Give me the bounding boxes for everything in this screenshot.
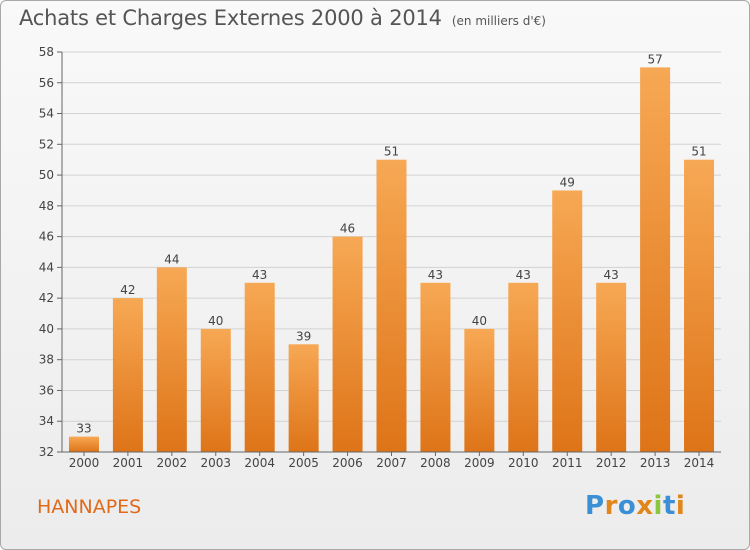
data-label: 43	[516, 268, 531, 282]
x-tick-label: 2004	[244, 456, 275, 470]
y-tick-label: 38	[39, 353, 54, 367]
y-tick-label: 42	[39, 291, 54, 305]
x-tick-label: 2003	[200, 456, 231, 470]
data-label: 51	[691, 145, 706, 159]
bar	[596, 282, 627, 452]
y-tick-label: 50	[39, 168, 54, 182]
x-tick-label: 2002	[157, 456, 188, 470]
x-tick-label: 2009	[464, 456, 495, 470]
y-tick-label: 56	[39, 76, 54, 90]
y-tick-label: 44	[39, 260, 54, 274]
bar	[420, 282, 451, 452]
x-tick-label: 2011	[552, 456, 583, 470]
y-tick-label: 32	[39, 445, 54, 459]
brand-letter: o	[617, 491, 637, 521]
x-tick-label: 2012	[596, 456, 627, 470]
proxiti-logo: Proxiti	[585, 491, 685, 521]
x-tick-label: 2008	[420, 456, 451, 470]
chart-title: Achats et Charges Externes 2000 à 2014 (e…	[19, 6, 546, 30]
bar	[464, 328, 495, 452]
bar	[156, 267, 187, 452]
y-tick-label: 54	[39, 107, 54, 121]
data-label: 39	[296, 329, 311, 343]
bar	[68, 436, 99, 452]
x-tick-label: 2007	[376, 456, 407, 470]
brand-letter: t	[662, 491, 676, 521]
data-label: 43	[252, 268, 267, 282]
bar	[288, 344, 319, 452]
bar	[332, 236, 363, 452]
y-tick-label: 58	[39, 45, 54, 59]
y-tick-label: 40	[39, 322, 54, 336]
data-label: 49	[560, 175, 575, 189]
data-label: 40	[472, 314, 487, 328]
bar	[508, 282, 539, 452]
bar	[684, 159, 715, 452]
bar	[244, 282, 275, 452]
x-tick-label: 2014	[684, 456, 715, 470]
bar	[112, 298, 143, 452]
data-label: 51	[384, 145, 399, 159]
data-label: 46	[340, 222, 355, 236]
x-tick-label: 2005	[288, 456, 319, 470]
x-tick-label: 2000	[69, 456, 100, 470]
y-tick-label: 34	[39, 414, 54, 428]
y-tick-label: 48	[39, 199, 54, 213]
data-label: 44	[164, 252, 179, 266]
x-tick-label: 2001	[113, 456, 144, 470]
data-label: 57	[647, 52, 662, 66]
bar	[552, 190, 583, 452]
brand-letter: i	[675, 491, 686, 521]
title-main: Achats et Charges Externes 2000 à 2014	[19, 6, 442, 30]
brand-letter: P	[585, 491, 605, 521]
x-tick-label: 2013	[640, 456, 671, 470]
bar	[376, 159, 407, 452]
data-label: 43	[604, 268, 619, 282]
brand-letter: i	[653, 491, 663, 521]
y-tick-label: 46	[39, 230, 54, 244]
x-tick-label: 2006	[332, 456, 363, 470]
brand-letter: r	[604, 491, 618, 521]
data-label: 40	[208, 314, 223, 328]
data-label: 33	[76, 422, 91, 436]
data-label: 42	[120, 283, 135, 297]
data-label: 43	[428, 268, 443, 282]
bar	[640, 67, 671, 452]
y-tick-label: 52	[39, 137, 54, 151]
y-tick-label: 36	[39, 383, 54, 397]
commune-name: HANNAPES	[37, 496, 142, 518]
x-tick-label: 2010	[508, 456, 539, 470]
bar	[200, 328, 231, 452]
title-unit: (en milliers d'€)	[451, 14, 546, 28]
brand-letter: x	[636, 491, 654, 521]
